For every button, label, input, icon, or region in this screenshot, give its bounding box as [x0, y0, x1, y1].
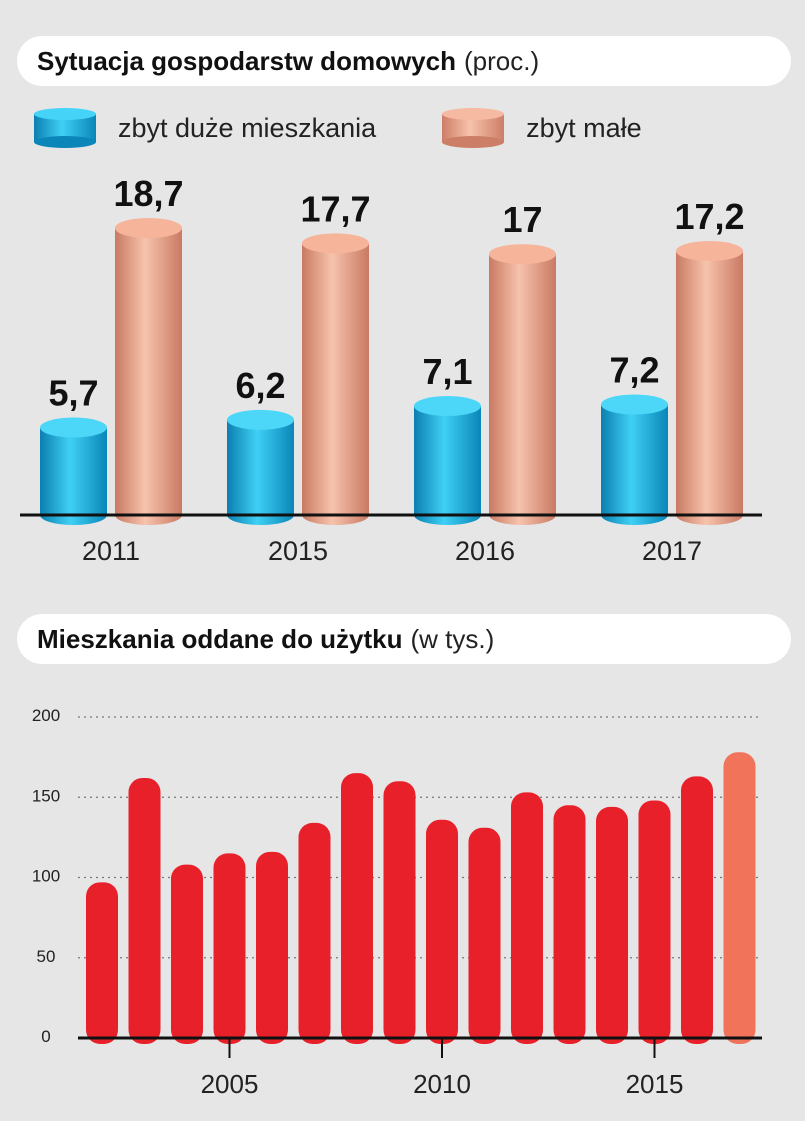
chart1-title-unit: (proc.) — [463, 45, 540, 76]
bar-2005 — [213, 853, 246, 1044]
bar-2003 — [128, 777, 161, 1044]
bar-2009 — [383, 781, 416, 1044]
legend-item-small: zbyt małe — [438, 108, 642, 148]
y-tick-100: 100 — [32, 867, 60, 886]
legend-swatch-large — [34, 108, 96, 148]
data-label-large-2015: 6,2 — [235, 365, 285, 406]
y-tick-50: 50 — [37, 947, 56, 966]
data-label-small-2015: 17,7 — [300, 188, 370, 229]
bar-small-2017 — [676, 241, 743, 525]
bar-2014 — [596, 806, 628, 1044]
bar-2013 — [553, 805, 586, 1044]
x-tick-2010: 2010 — [413, 1069, 471, 1099]
legend-label-small: zbyt małe — [526, 112, 642, 143]
data-label-large-2016: 7,1 — [422, 351, 472, 392]
bar-large-2011 — [40, 417, 107, 525]
bar-2011 — [468, 827, 501, 1044]
x-tick-2016: 2016 — [455, 536, 515, 566]
x-tick-2017: 2017 — [642, 536, 702, 566]
data-label-small-2016: 17 — [502, 199, 542, 240]
data-label-large-2011: 5,7 — [48, 373, 98, 414]
bar-2016 — [681, 776, 713, 1044]
x-tick-2011: 2011 — [82, 536, 140, 566]
chart1-title-text: Sytuacja gospodarstw domowych — [37, 45, 456, 76]
bar-large-2017 — [601, 394, 668, 525]
bar-small-2015 — [302, 233, 369, 525]
chart1-plot: 5,7 18,7 2011 6,2 17,7 2015 7,1 17 2016 7,2 17,2 20… — [20, 173, 762, 566]
chart1-legend: zbyt duże mieszkania zbyt małe — [30, 100, 785, 156]
bar-2017 — [723, 752, 756, 1044]
bar-2010 — [426, 819, 458, 1044]
bar-small-2016 — [489, 244, 556, 525]
bar-2006 — [256, 851, 288, 1044]
legend-label-large: zbyt duże mieszkania — [118, 112, 377, 143]
x-tick-2015: 2015 — [268, 536, 328, 566]
bar-2004 — [171, 864, 203, 1044]
bar-small-2011 — [115, 218, 182, 525]
y-tick-0: 0 — [41, 1027, 50, 1046]
chart1-title: Sytuacja gospodarstw domowych (proc.) — [17, 36, 791, 86]
bar-2008 — [341, 773, 373, 1044]
chart2-title: Mieszkania oddane do użytku (w tys.) — [17, 614, 791, 664]
y-tick-200: 200 — [32, 706, 60, 725]
data-label-small-2011: 18,7 — [113, 173, 183, 214]
legend-item-large: zbyt duże mieszkania — [30, 108, 376, 148]
x-tick-2015: 2015 — [626, 1069, 684, 1099]
bar-2012 — [511, 792, 543, 1044]
legend-swatch-small — [442, 108, 505, 148]
chart2-title-unit: (w tys.) — [410, 623, 495, 654]
bar-2007 — [298, 822, 331, 1044]
x-tick-2005: 2005 — [201, 1069, 259, 1099]
bar-2015 — [638, 800, 671, 1044]
data-label-small-2017: 17,2 — [674, 196, 744, 237]
bar-large-2015 — [227, 409, 294, 525]
y-tick-150: 150 — [32, 786, 60, 805]
chart2-title-text: Mieszkania oddane do użytku — [37, 623, 403, 654]
data-label-large-2017: 7,2 — [609, 349, 659, 390]
bar-large-2016 — [414, 396, 481, 525]
bar-2002 — [86, 882, 118, 1044]
